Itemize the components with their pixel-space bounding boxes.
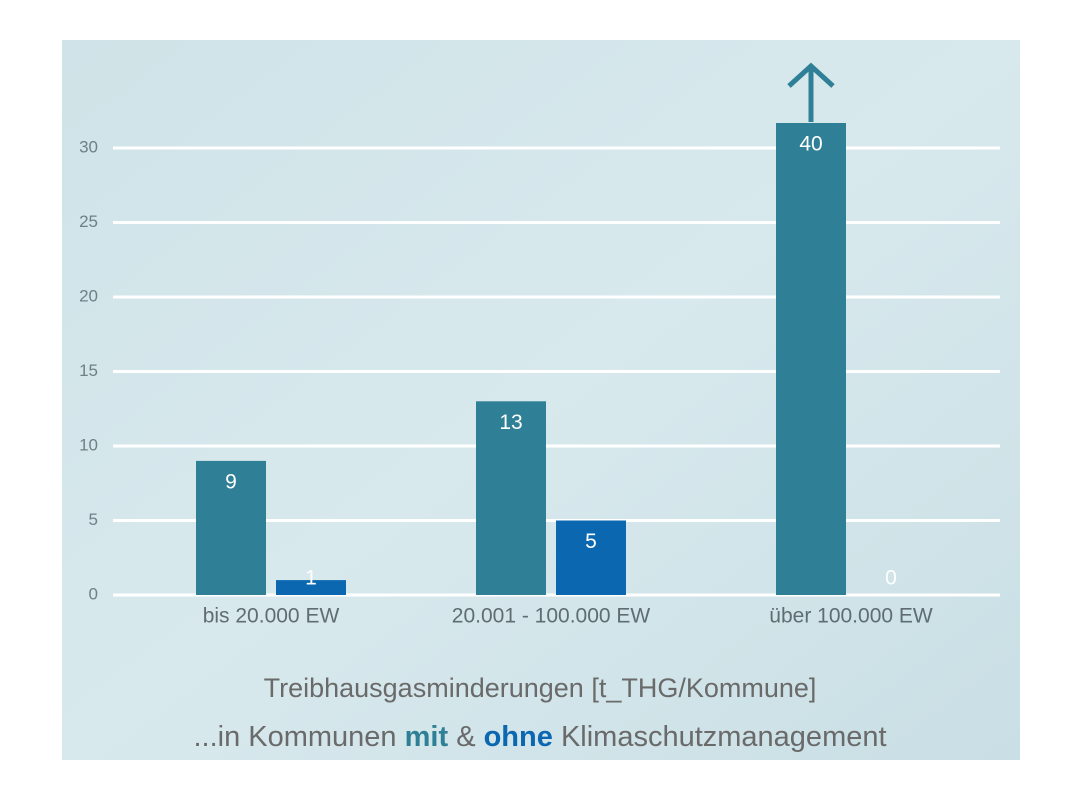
- bars: [196, 123, 846, 595]
- value-label: 13: [499, 411, 522, 434]
- y-tick-label: 15: [79, 361, 98, 380]
- value-label: 1: [305, 567, 317, 590]
- legend-subtitle: ...in Kommunen mit & ohne Klimaschutzman…: [193, 721, 886, 753]
- y-tick-label: 5: [89, 510, 98, 529]
- bar: [476, 401, 546, 595]
- value-label: 0: [885, 567, 897, 590]
- y-tick-label: 20: [79, 286, 98, 305]
- subtitle-part: Klimaschutzmanagement: [561, 721, 887, 753]
- y-tick-label: 30: [79, 137, 98, 156]
- x-tick-label: über 100.000 EW: [769, 605, 933, 628]
- value-label: 9: [225, 470, 237, 493]
- x-tick-label: bis 20.000 EW: [203, 605, 340, 628]
- bar: [276, 580, 346, 595]
- panel: [62, 40, 1020, 760]
- legend-entry: mit: [405, 721, 449, 753]
- bar: [556, 520, 626, 595]
- bar: [196, 460, 266, 595]
- value-label: 5: [585, 530, 597, 553]
- value-label: 40: [799, 133, 822, 156]
- chart-title: Treibhausgasminderungen [t_THG/Kommune]: [264, 673, 817, 703]
- bar: [776, 123, 846, 595]
- overflow-arrow: [787, 62, 835, 122]
- y-tick-label: 25: [79, 212, 98, 231]
- y-tick-label: 10: [79, 435, 98, 454]
- x-tick-label: 20.001 - 100.000 EW: [452, 605, 651, 628]
- subtitle-part: &: [456, 721, 475, 753]
- subtitle-part: ...in Kommunen: [193, 721, 396, 753]
- legend-entry: ohne: [484, 721, 553, 753]
- y-tick-label: 0: [89, 584, 98, 603]
